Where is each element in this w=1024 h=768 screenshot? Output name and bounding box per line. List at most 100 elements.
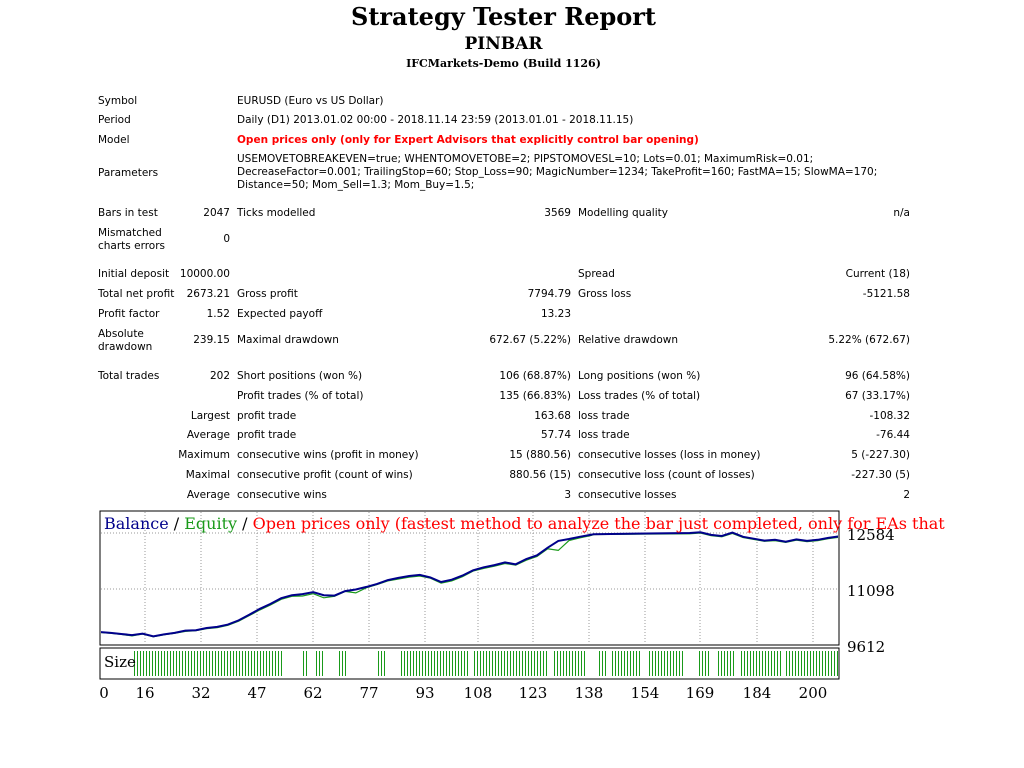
spread-value: Current (18) [845, 268, 910, 280]
size-bar [137, 651, 138, 676]
x-tick-label: 138 [575, 684, 604, 702]
size-bar [492, 651, 493, 676]
max-cons-losses-label: consecutive losses (loss in money) [578, 449, 761, 461]
size-bar [230, 651, 231, 676]
size-bar [437, 651, 438, 676]
size-bar [537, 651, 538, 676]
size-panel [99, 647, 840, 680]
size-bar [753, 651, 754, 676]
size-bar [777, 651, 778, 676]
size-bar [266, 651, 267, 676]
ticks-label: Ticks modelled [237, 207, 316, 219]
spread-label: Spread [578, 268, 615, 280]
size-bar [768, 651, 769, 676]
size-bar [543, 651, 544, 676]
size-bar [440, 651, 441, 676]
initial-deposit-label: Initial deposit [98, 268, 170, 280]
size-bar [507, 651, 508, 676]
size-bar [477, 651, 478, 676]
size-bar [164, 651, 165, 676]
size-bar [434, 651, 435, 676]
x-tick-label: 108 [464, 684, 493, 702]
loss-trades-value: 67 (33.17%) [845, 390, 910, 402]
size-bar [236, 651, 237, 676]
size-bar [813, 651, 814, 676]
x-tick-label: 32 [191, 684, 210, 702]
size-bar [652, 651, 653, 676]
largest-profit-value: 163.68 [534, 410, 571, 422]
size-bar [513, 651, 514, 676]
size-bar [206, 651, 207, 676]
size-bar [149, 651, 150, 676]
size-bar [682, 651, 683, 676]
size-bar [534, 651, 535, 676]
largest-loss-label: loss trade [578, 410, 630, 422]
size-bar [655, 651, 656, 676]
model-label: Model [98, 134, 130, 146]
size-label: Size [104, 653, 136, 671]
size-bar [134, 651, 135, 676]
avg-cons-wins-value: 3 [564, 489, 571, 501]
size-bar [458, 651, 459, 676]
x-tick-label: 47 [247, 684, 266, 702]
size-bar [837, 651, 838, 676]
size-bar [474, 651, 475, 676]
size-bar [464, 651, 465, 676]
size-bar [179, 651, 180, 676]
chart-legend: Balance / Equity / Open prices only (fas… [104, 514, 945, 533]
size-bar [416, 651, 417, 676]
size-bar [618, 651, 619, 676]
rel-drawdown-label: Relative drawdown [578, 334, 679, 346]
size-bar [455, 651, 456, 676]
size-bar [483, 651, 484, 676]
size-bar [239, 651, 240, 676]
size-bar [419, 651, 420, 676]
symbol-label: Symbol [98, 95, 138, 107]
x-tick-label: 16 [135, 684, 154, 702]
size-bar [431, 651, 432, 676]
period-label: Period [98, 114, 131, 126]
max-drawdown-value: 672.67 (5.22%) [489, 334, 571, 346]
size-bar [560, 651, 561, 676]
gross-loss-value: -5121.58 [862, 288, 910, 300]
size-bar [143, 651, 144, 676]
expected-payoff-value: 13.23 [540, 308, 571, 320]
x-tick-label: 0 [99, 684, 109, 702]
size-bar [730, 651, 731, 676]
parameters-label: Parameters [98, 167, 159, 179]
size-bar [384, 651, 385, 676]
size-bar [272, 651, 273, 676]
size-bar [467, 651, 468, 676]
size-bar [708, 651, 709, 676]
size-bar [747, 651, 748, 676]
size-bar [780, 651, 781, 676]
average-cons-label: Average [186, 489, 230, 501]
size-bar [489, 651, 490, 676]
size-bar [540, 651, 541, 676]
size-bar [804, 651, 805, 676]
ticks-value: 3569 [544, 207, 571, 219]
maximal-cons-profit-label: consecutive profit (count of wins) [237, 469, 413, 481]
size-bar [572, 651, 573, 676]
size-bar [554, 651, 555, 676]
size-bar [676, 651, 677, 676]
size-bar [245, 651, 246, 676]
size-bar [786, 651, 787, 676]
size-bar [203, 651, 204, 676]
parameters-value: USEMOVETOBREAKEVEN=true; WHENTOMOVETOBE=… [237, 153, 878, 191]
size-bar [461, 651, 462, 676]
average-profit-label: profit trade [237, 429, 297, 441]
expected-payoff-label: Expected payoff [237, 308, 323, 320]
size-bar [422, 651, 423, 676]
size-bar [667, 651, 668, 676]
size-bar [345, 651, 346, 676]
size-bar [322, 651, 323, 676]
average-label: Average [186, 429, 230, 441]
avg-cons-losses-label: consecutive losses [578, 489, 677, 501]
x-tick-label: 169 [686, 684, 715, 702]
size-bar [257, 651, 258, 676]
size-bar [449, 651, 450, 676]
size-bar [306, 651, 307, 676]
size-bar [557, 651, 558, 676]
short-positions-label: Short positions (won %) [237, 370, 363, 382]
